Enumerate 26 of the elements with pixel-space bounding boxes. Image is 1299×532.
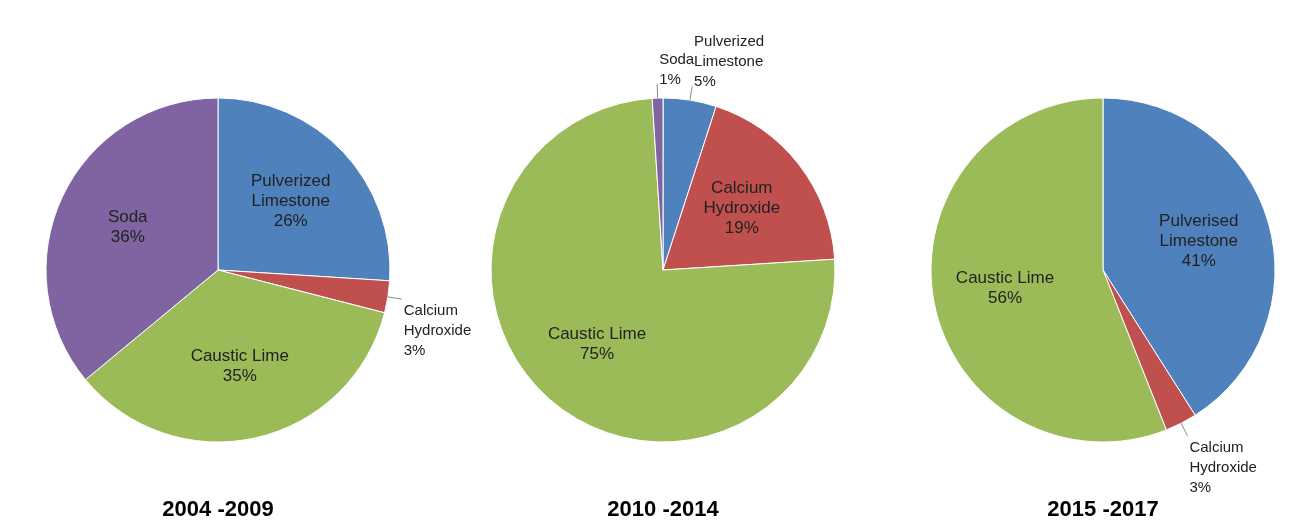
text: 2010 -2014 [607,496,720,521]
slice-label: Pulverized Limestone [251,171,331,211]
data-label: 41% [1181,251,1216,271]
slice-label: Caustic Lime [190,346,289,366]
slice-label: Calcium Hydroxide [1189,437,1257,475]
data-label: 35% [222,366,257,386]
data-label: 56% [987,288,1023,308]
slice-label: Caustic Lime [547,324,647,344]
data-label: 5% [694,72,716,90]
slice-label: Pulverised Limestone [1159,211,1239,251]
data-label: 1% [659,70,681,88]
data-label: 75% [580,344,615,364]
slice-label: Caustic Lime [955,268,1055,288]
data-label: 36% [110,227,145,247]
data-label: 3% [1189,477,1212,495]
data-label: 19% [724,218,759,238]
slice-label: Soda [659,50,695,68]
slice-label: Pulverized Limestone [694,32,765,70]
data-label: 26% [273,211,308,231]
slice-label: Soda [107,207,149,227]
data-label: 3% [403,341,426,359]
pie-slice [490,97,836,443]
slice-label: Calcium Hydroxide [403,301,472,339]
slice-label: Calcium Hydroxide [703,178,781,218]
text: 2015 -2017 [1047,496,1159,521]
text: 2004 -2009 [162,496,274,521]
